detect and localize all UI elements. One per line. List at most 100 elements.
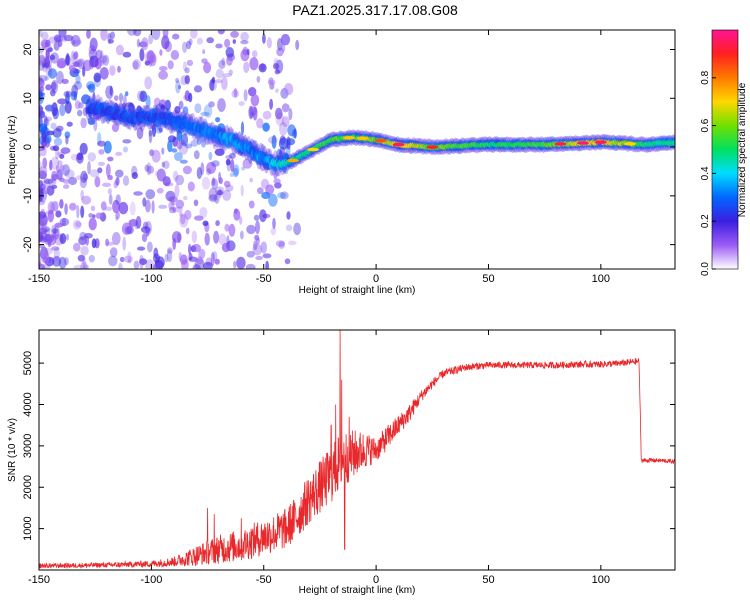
spectrogram-noise-blob [167, 247, 173, 254]
spectrogram-noise-blob [101, 182, 112, 187]
spectrogram-noise-blob [50, 156, 60, 170]
spectrogram-noise-blob [202, 49, 206, 54]
spectrogram-noise-blob [60, 147, 71, 154]
spectrogram-noise-blob [174, 184, 180, 198]
spectrogram-noise-blob [87, 161, 91, 175]
spectrogram-noise-blob [52, 256, 62, 267]
spectrogram-noise-blob [178, 252, 182, 262]
spectrogram-noise-blob [178, 100, 184, 110]
spectrogram-x-tick-label: 50 [482, 273, 494, 285]
snr-x-axis-label: Height of straight line (km) [299, 585, 416, 596]
spectrogram-noise-blob [41, 138, 46, 151]
spectrogram-noise-blob [211, 76, 216, 84]
spectrogram-noise-blob [167, 135, 176, 143]
spectrogram-noise-blob [118, 92, 124, 103]
spectrogram-noise-blob [223, 180, 231, 188]
spectrogram-noise-blob [211, 177, 216, 186]
spectrogram-noise-blob [228, 69, 233, 76]
spectrogram-noise-blob [171, 148, 178, 153]
spectrogram-noise-blob [108, 193, 113, 205]
spectrogram-noise-blob [50, 89, 56, 97]
spectrogram-noise-blob [82, 59, 92, 72]
spectrogram-noise-blob [39, 225, 48, 231]
spectrogram-noise-blob [42, 157, 48, 169]
spectrogram-noise-blob [78, 236, 87, 246]
spectrogram-noise-blob [179, 159, 188, 164]
spectrogram-noise-blob [98, 161, 105, 166]
spectrogram-noise-blob [267, 79, 276, 86]
spectrogram-noise-blob [39, 104, 44, 118]
spectrogram-noise-blob [158, 127, 163, 133]
spectrogram-noise-blob [162, 176, 171, 187]
spectrogram-noise-blob [39, 79, 44, 85]
spectrogram-noise-blob [74, 39, 82, 46]
spectrogram-noise-blob [184, 143, 193, 149]
spectrogram-noise-blob [233, 208, 238, 214]
spectrogram-noise-blob [226, 56, 233, 66]
spectrogram-noise-blob [39, 60, 45, 71]
spectrogram-noise-blob [43, 251, 50, 265]
spectrogram-noise-blob [222, 189, 232, 201]
spectrogram-noise-blob [88, 217, 97, 231]
spectrogram-noise-blob [100, 30, 108, 41]
spectrogram-noise-blob [158, 70, 169, 80]
spectrogram-x-axis-label: Height of straight line (km) [299, 285, 416, 296]
spectrogram-noise-blob [233, 88, 238, 98]
spectrogram-noise-blob [137, 246, 146, 251]
spectrogram-noise-blob [65, 91, 70, 105]
spectrogram-noise-blob [52, 145, 60, 152]
spectrogram-noise-blob [62, 179, 71, 184]
spectrogram-y-axis-label: Frequency (Hz) [7, 116, 18, 185]
spectrogram-noise-blob [188, 92, 193, 103]
spectrogram-noise-blob [136, 90, 145, 102]
spectrogram-noise-blob [139, 90, 148, 103]
spectrogram-noise-blob [257, 187, 264, 195]
spectrogram-noise-blob [104, 206, 113, 212]
spectrogram-noise-blob [208, 187, 218, 201]
spectrogram-peak-spot [374, 138, 387, 143]
colorbar-tick-label: 0.0 [700, 262, 711, 276]
spectrogram-noise-blob [284, 258, 291, 265]
spectrogram-noise-blob [161, 35, 170, 50]
spectrogram-noise-blob [238, 101, 245, 106]
spectrogram-noise-blob [248, 87, 257, 97]
spectrogram-noise-blob [217, 98, 226, 113]
spectrogram-noise-blob [128, 103, 136, 114]
spectrogram-noise-blob [103, 140, 112, 154]
spectrogram-noise-blob [204, 232, 210, 246]
spectrogram-noise-blob [154, 256, 165, 269]
spectrogram-noise-blob [66, 233, 69, 241]
snr-y-tick-label: 1000 [22, 516, 34, 540]
spectrogram-noise-blob [122, 236, 127, 251]
snr-x-tick-label: -100 [140, 574, 162, 586]
spectrogram-noise-blob [202, 261, 213, 269]
spectrogram-y-tick-label: -20 [22, 237, 34, 253]
spectrogram-noise-blob [62, 184, 70, 189]
spectrogram-noise-blob [161, 147, 165, 155]
spectrogram-peak-spot [287, 158, 299, 163]
spectrogram-noise-blob [272, 217, 276, 230]
snr-frame [38, 329, 676, 571]
spectrogram-noise-blob [39, 213, 48, 227]
spectrogram-noise-blob [275, 59, 284, 74]
spectrogram-noise-blob [109, 65, 116, 76]
spectrogram-noise-blob [233, 208, 241, 221]
spectrogram-noise-blob [44, 233, 55, 243]
spectrogram-noise-blob [95, 212, 103, 219]
spectrogram-noise-blob [265, 260, 269, 269]
spectrogram-noise-blob [275, 88, 279, 93]
spectrogram-noise-blob [266, 37, 272, 49]
spectrogram-noise-blob [139, 258, 148, 265]
spectrogram-y-tick-label: 20 [22, 43, 34, 55]
spectrogram-noise-blob [230, 30, 240, 38]
spectrogram-noise-blob [215, 68, 224, 79]
snr-x-ticks: -150 -100 -50 0 50 100 [28, 330, 610, 586]
spectrogram-noise-blob [39, 170, 47, 180]
spectrogram-noise-blob [47, 68, 58, 79]
spectrogram-noise-blob [274, 182, 282, 189]
spectrogram-noise-blob [206, 161, 217, 174]
spectrogram-noise-blob [83, 264, 89, 269]
spectrogram-noise-blob [132, 60, 139, 70]
spectrogram-noise-blob [217, 30, 225, 35]
